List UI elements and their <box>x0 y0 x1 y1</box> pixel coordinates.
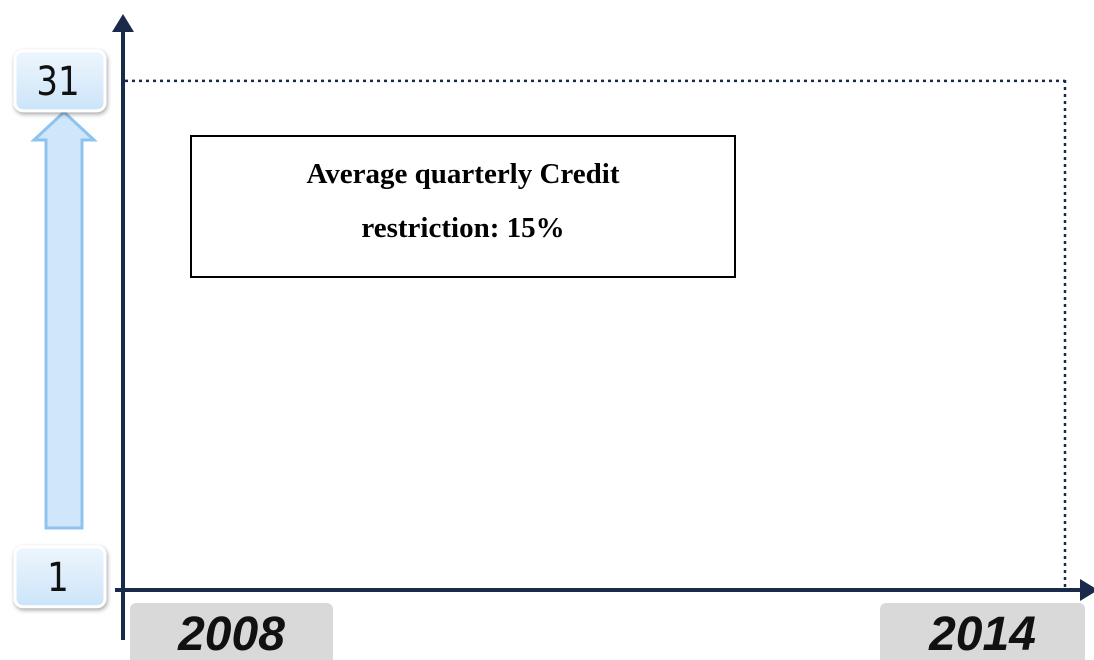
y-tick-label: 1 <box>47 554 69 600</box>
y-tick-box <box>13 49 107 113</box>
y-tick-label: 31 <box>36 58 79 104</box>
x-axis-arrow <box>1080 579 1094 601</box>
x-tick-label: 2014 <box>928 608 1036 660</box>
x-tick-box <box>880 603 1085 660</box>
y-tick-box <box>13 545 107 609</box>
x-tick-box <box>130 603 333 660</box>
x-tick-label: 2008 <box>177 608 285 660</box>
arrow <box>30 109 98 530</box>
y-axis-arrow <box>112 14 134 32</box>
annotation: Average quarterly Credit restriction: 15… <box>190 135 736 278</box>
